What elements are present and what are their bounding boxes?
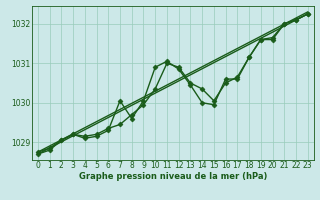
X-axis label: Graphe pression niveau de la mer (hPa): Graphe pression niveau de la mer (hPa) [79, 172, 267, 181]
